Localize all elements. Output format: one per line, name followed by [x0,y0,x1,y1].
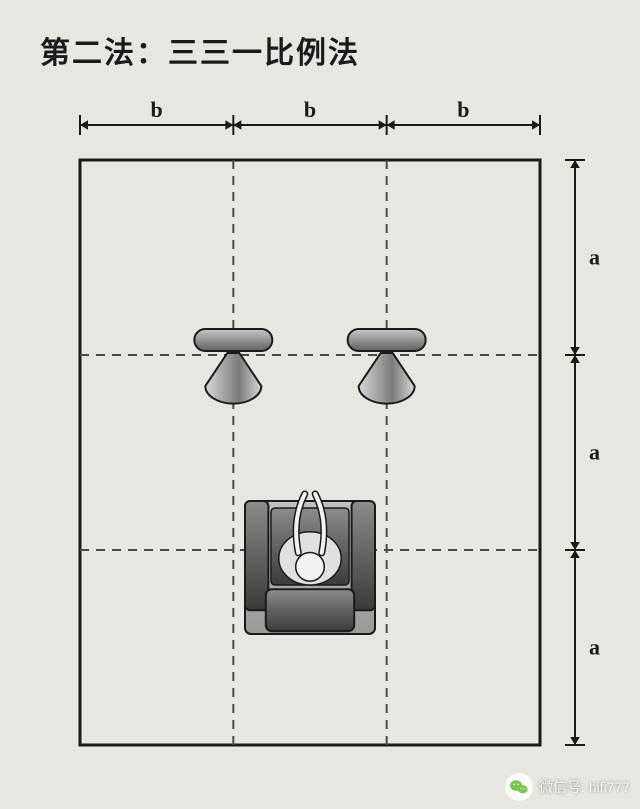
watermark-label: 微信号: hifi777 [539,777,630,797]
speaker-right [348,329,426,404]
room-boundary [80,160,540,745]
diagram-svg: b b b a a a [25,90,615,790]
dim-label-h: b [304,97,316,122]
wechat-watermark: 微信号: hifi777 [505,773,630,801]
placement-diagram: b b b a a a [25,90,615,790]
dim-label-v: a [589,440,600,465]
dim-label-h: b [151,97,163,122]
listener [245,494,375,634]
page-title: 第二法：三三一比例法 [40,28,360,72]
dim-label-v: a [589,635,600,660]
wechat-icon [505,773,533,801]
speaker-left [194,329,272,404]
dim-label-h: b [457,97,469,122]
dim-label-v: a [589,245,600,270]
